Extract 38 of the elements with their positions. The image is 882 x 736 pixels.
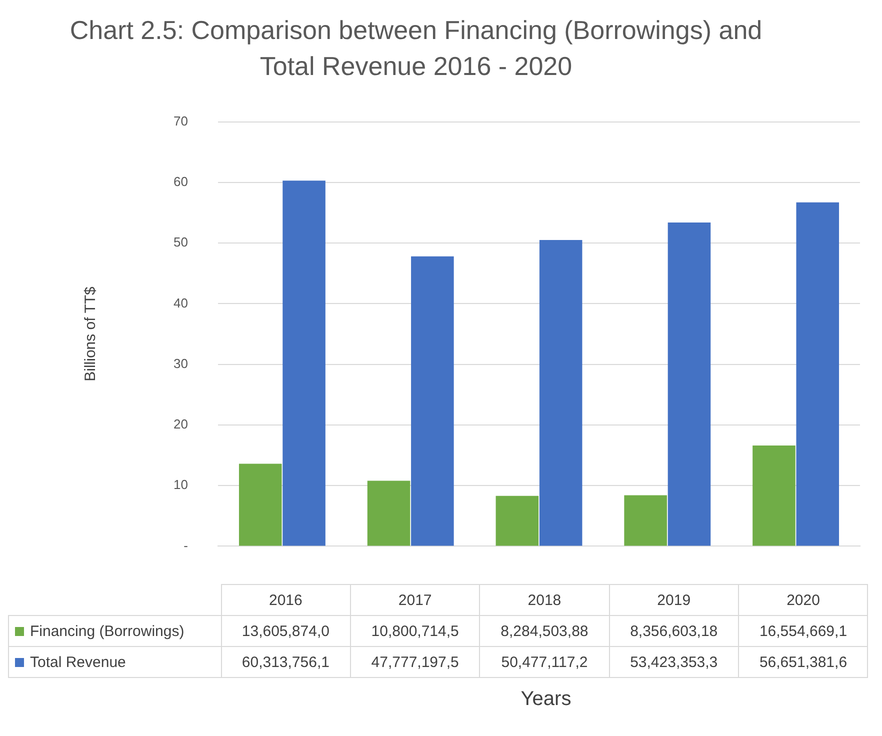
bar — [624, 495, 667, 546]
legend-label: Financing (Borrowings) — [8, 616, 221, 646]
chart-title: Chart 2.5: Comparison between Financing (Borrowings) and Total Revenue 2016 - 2020 — [68, 14, 764, 83]
x-tick-label: 2017 — [350, 584, 480, 616]
data-label: 47,777,197,5 — [350, 646, 480, 678]
data-label: 56,651,381,6 — [738, 646, 868, 678]
x-axis-title: Years — [520, 688, 572, 711]
data-label: 13,605,874,0 — [221, 616, 350, 646]
y-axis-title: Billions of TT$ — [82, 286, 100, 382]
bar — [282, 180, 326, 546]
y-tick-label: 20 — [174, 416, 188, 432]
y-tick-label: 40 — [174, 295, 188, 310]
x-tick-label: 2019 — [609, 584, 739, 616]
data-label: 60,313,756,1 — [221, 646, 350, 678]
data-label: 10,800,714,5 — [350, 616, 480, 646]
data-label: 8,356,603,18 — [609, 616, 739, 646]
bar — [411, 256, 454, 546]
y-tick-label: 10 — [174, 477, 188, 492]
data-label: 53,423,353,3 — [609, 646, 739, 678]
y-tick-label: - — [184, 538, 188, 553]
x-tick-label: 2020 — [738, 584, 868, 616]
y-tick-label: 30 — [174, 356, 188, 371]
y-tick-label: 60 — [174, 174, 188, 190]
bar — [668, 222, 711, 546]
x-tick-label: 2016 — [221, 584, 350, 616]
bar — [367, 480, 410, 546]
data-label: 8,284,503,88 — [480, 616, 610, 646]
y-tick-label: 70 — [174, 113, 188, 128]
y-tick-label: 50 — [174, 234, 188, 250]
bar — [539, 240, 582, 546]
bar — [796, 202, 840, 546]
bar — [496, 496, 539, 546]
bar — [752, 446, 796, 546]
data-label: 50,477,117,2 — [480, 646, 610, 678]
data-label: 16,554,669,1 — [738, 616, 868, 646]
legend-label: Total Revenue — [8, 646, 221, 678]
bar — [238, 464, 282, 546]
x-tick-label: 2018 — [480, 584, 610, 616]
